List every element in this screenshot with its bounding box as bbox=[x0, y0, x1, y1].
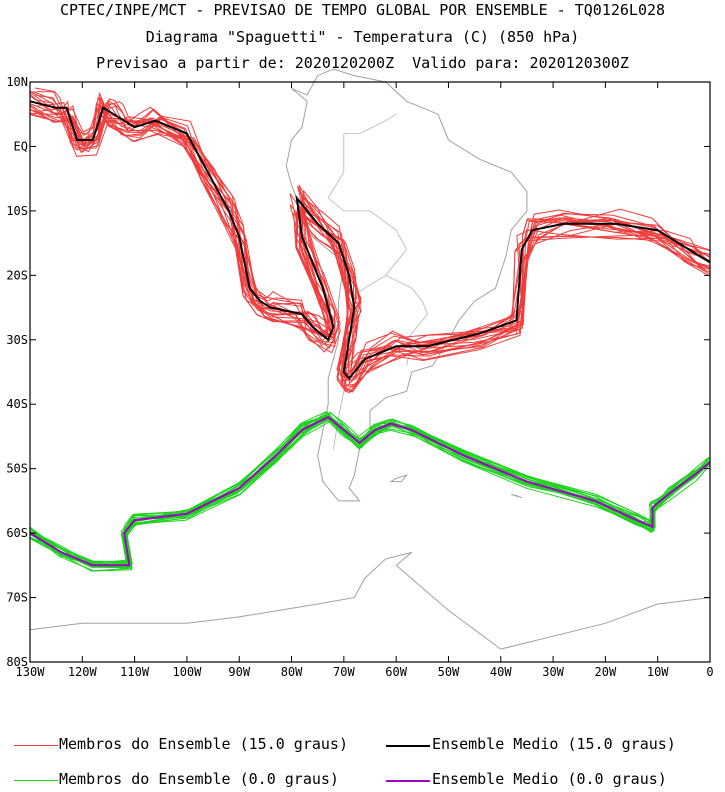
x-tick-label: 120W bbox=[68, 665, 98, 679]
x-tick-label: 60W bbox=[385, 665, 407, 679]
legend-mean-0: Ensemble Medio (0.0 graus) bbox=[432, 770, 667, 788]
legend-members-15: Membros do Ensemble (15.0 graus) bbox=[59, 735, 348, 753]
member-line-15 bbox=[36, 99, 711, 393]
chart-title: CPTEC/INPE/MCT - PREVISAO DE TEMPO GLOBA… bbox=[59, 1, 666, 19]
coastline-segment bbox=[285, 68, 528, 502]
member-line-15 bbox=[36, 91, 711, 382]
coastline-layer bbox=[29, 68, 711, 650]
x-tick-label: 30W bbox=[542, 665, 564, 679]
x-tick-label: 110W bbox=[120, 665, 150, 679]
plot-frame bbox=[29, 81, 711, 663]
coastline-segment bbox=[29, 551, 413, 631]
y-tick-label: 80S bbox=[6, 655, 28, 669]
x-tick-label: 50W bbox=[438, 665, 460, 679]
y-tick-label: 10S bbox=[6, 204, 28, 218]
legend-mean-15: Ensemble Medio (15.0 graus) bbox=[432, 735, 676, 753]
coastline-segment bbox=[395, 564, 711, 650]
x-tick-label: 0 bbox=[706, 665, 713, 679]
x-tick-label: 20W bbox=[595, 665, 617, 679]
y-tick-label: 30S bbox=[6, 333, 28, 347]
y-tick-label: 50S bbox=[6, 462, 28, 476]
y-tick-label: 40S bbox=[6, 397, 28, 411]
coastline-segment bbox=[511, 493, 522, 499]
member-line-15 bbox=[29, 104, 704, 379]
mean-line-0 bbox=[29, 415, 711, 567]
x-tick-label: 100W bbox=[172, 665, 202, 679]
y-tick-label: 70S bbox=[6, 591, 28, 605]
legend-swatch-mean-15 bbox=[386, 745, 430, 747]
y-tick-label: EQ bbox=[14, 139, 28, 153]
legend-swatch-mean-0 bbox=[386, 780, 430, 782]
x-tick-label: 80W bbox=[281, 665, 303, 679]
y-tick-label: 20S bbox=[6, 268, 28, 282]
x-tick-label: 130W bbox=[16, 665, 46, 679]
mean-line-15 bbox=[29, 100, 711, 380]
chart-subtitle: Diagrama "Spaguetti" - Temperatura (C) (… bbox=[145, 28, 580, 46]
forecast-validity: Previsao a partir de: 2020120200Z Valido… bbox=[96, 54, 629, 72]
member-line-15 bbox=[29, 102, 710, 393]
x-tick-label: 40W bbox=[490, 665, 512, 679]
x-tick-label: 70W bbox=[333, 665, 355, 679]
y-tick-label: 60S bbox=[6, 526, 28, 540]
coastline-segment bbox=[389, 474, 409, 483]
x-tick-label: 10W bbox=[647, 665, 669, 679]
legend-members-0: Membros do Ensemble (0.0 graus) bbox=[59, 770, 339, 788]
y-tick-label: 10N bbox=[6, 75, 28, 89]
legend-swatch-members-15 bbox=[14, 745, 58, 746]
x-tick-label: 90W bbox=[228, 665, 250, 679]
ensemble-means-layer bbox=[29, 100, 711, 567]
legend-swatch-members-0 bbox=[14, 780, 58, 781]
